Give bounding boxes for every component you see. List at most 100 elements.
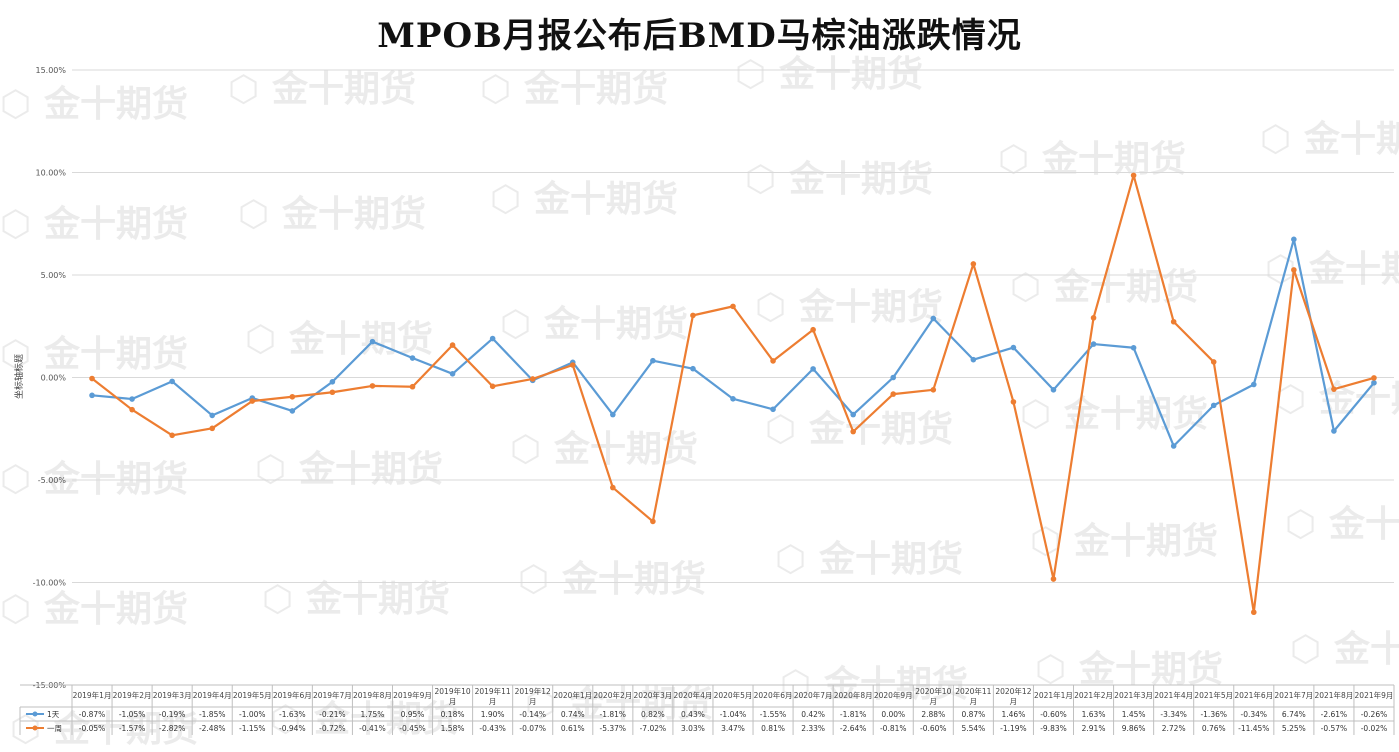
data-point <box>1371 380 1377 386</box>
data-label: -1.36% <box>1200 710 1227 719</box>
data-label: -0.72% <box>319 724 346 733</box>
data-label: -0.41% <box>359 724 386 733</box>
legend-label: 一周 <box>47 724 62 733</box>
data-point <box>329 389 336 396</box>
data-label: -0.43% <box>479 724 506 733</box>
x-tick-label: 2021年1月 <box>1034 690 1073 700</box>
x-tick-label: 2020年11 <box>955 686 991 696</box>
data-label: -0.94% <box>279 724 306 733</box>
data-label: 0.76% <box>1202 724 1226 733</box>
data-label: 3.03% <box>681 724 705 733</box>
data-point <box>129 396 135 402</box>
x-tick-label: 2021年6月 <box>1234 690 1273 700</box>
data-point <box>770 406 776 413</box>
data-point <box>890 374 897 381</box>
data-point <box>610 411 616 418</box>
data-label: 0.74% <box>561 710 585 719</box>
y-tick-label: 10.00% <box>35 169 66 178</box>
data-point <box>529 376 536 382</box>
data-point <box>569 362 576 368</box>
data-label: -1.63% <box>279 710 306 719</box>
x-tick-label: 2019年10 <box>435 686 471 696</box>
data-label: -0.26% <box>1361 710 1388 719</box>
data-label: 1.46% <box>1002 710 1026 719</box>
x-tick-label: 2021年5月 <box>1194 690 1233 700</box>
data-label: -1.05% <box>119 710 146 719</box>
x-tick-label: 月 <box>930 697 938 706</box>
x-tick-label: 月 <box>529 697 537 706</box>
x-tick-label: 2021年8月 <box>1314 690 1353 700</box>
data-label: 3.47% <box>721 724 745 733</box>
data-label: -0.14% <box>519 710 546 719</box>
data-point <box>730 303 736 310</box>
x-tick-label: 月 <box>970 697 978 706</box>
x-tick-label: 2020年9月 <box>874 690 913 700</box>
data-point <box>850 411 856 418</box>
data-label: 1.75% <box>361 710 385 719</box>
data-point <box>89 375 95 382</box>
data-point <box>329 379 336 385</box>
data-point <box>1090 341 1097 347</box>
data-point <box>850 428 856 435</box>
data-point <box>1090 315 1097 321</box>
data-label: 0.42% <box>801 710 825 719</box>
data-point <box>970 356 977 363</box>
data-point <box>1291 236 1297 243</box>
data-label: -0.02% <box>1361 724 1388 733</box>
data-label: -0.60% <box>1040 710 1067 719</box>
x-tick-label: 2020年8月 <box>834 690 873 700</box>
x-tick-label: 月 <box>1010 697 1018 706</box>
x-tick-label: 月 <box>489 697 497 706</box>
data-point <box>1130 172 1137 179</box>
data-label: 5.54% <box>961 724 985 733</box>
data-point <box>1010 399 1017 405</box>
x-tick-label: 2020年4月 <box>674 690 713 700</box>
data-point <box>1170 318 1177 325</box>
x-tick-label: 2019年1月 <box>73 690 112 700</box>
data-label: -0.05% <box>79 724 106 733</box>
x-tick-label: 2019年11 <box>475 686 511 696</box>
data-point <box>930 387 937 393</box>
data-point <box>970 261 977 267</box>
x-tick-label: 2020年7月 <box>794 690 833 700</box>
x-tick-label: 2019年9月 <box>393 690 432 700</box>
data-label: 2.33% <box>801 724 825 733</box>
data-point <box>369 338 376 345</box>
data-label: 1.90% <box>481 710 505 719</box>
x-tick-label: 2021年9月 <box>1355 690 1394 700</box>
data-label: -0.57% <box>1321 724 1348 733</box>
data-label: -11.45% <box>1238 724 1269 733</box>
data-point <box>409 355 416 361</box>
data-label: -0.07% <box>519 724 546 733</box>
x-tick-label: 2020年12 <box>995 686 1031 696</box>
data-label: -2.61% <box>1321 710 1348 719</box>
data-point <box>409 383 416 390</box>
data-point <box>610 484 616 491</box>
data-point <box>89 392 95 399</box>
data-label: 1.58% <box>441 724 465 733</box>
data-point <box>650 357 656 364</box>
data-label: -0.21% <box>319 710 346 719</box>
x-tick-label: 2021年2月 <box>1074 690 1113 700</box>
data-point <box>209 425 216 432</box>
x-tick-label: 2019年8月 <box>353 690 392 700</box>
data-point <box>1331 428 1337 434</box>
data-label: -0.60% <box>920 724 947 733</box>
data-point <box>1130 344 1137 351</box>
data-point <box>449 342 456 348</box>
data-label: -1.57% <box>119 724 146 733</box>
x-tick-label: 2019年5月 <box>233 690 272 700</box>
data-point <box>249 398 256 404</box>
legend-marker <box>32 711 38 717</box>
data-point <box>930 315 937 322</box>
x-tick-label: 2019年7月 <box>313 690 352 700</box>
data-point <box>1210 359 1217 365</box>
legend-label: 1天 <box>47 710 60 719</box>
data-point <box>1291 267 1297 273</box>
y-tick-label: -10.00% <box>33 579 67 588</box>
x-tick-label: 2019年6月 <box>273 690 312 700</box>
data-point <box>1170 443 1177 449</box>
chart-title: MPOB月报公布后BMD马棕油涨跌情况 <box>377 16 1022 56</box>
data-point <box>810 366 816 372</box>
data-point <box>169 378 175 385</box>
